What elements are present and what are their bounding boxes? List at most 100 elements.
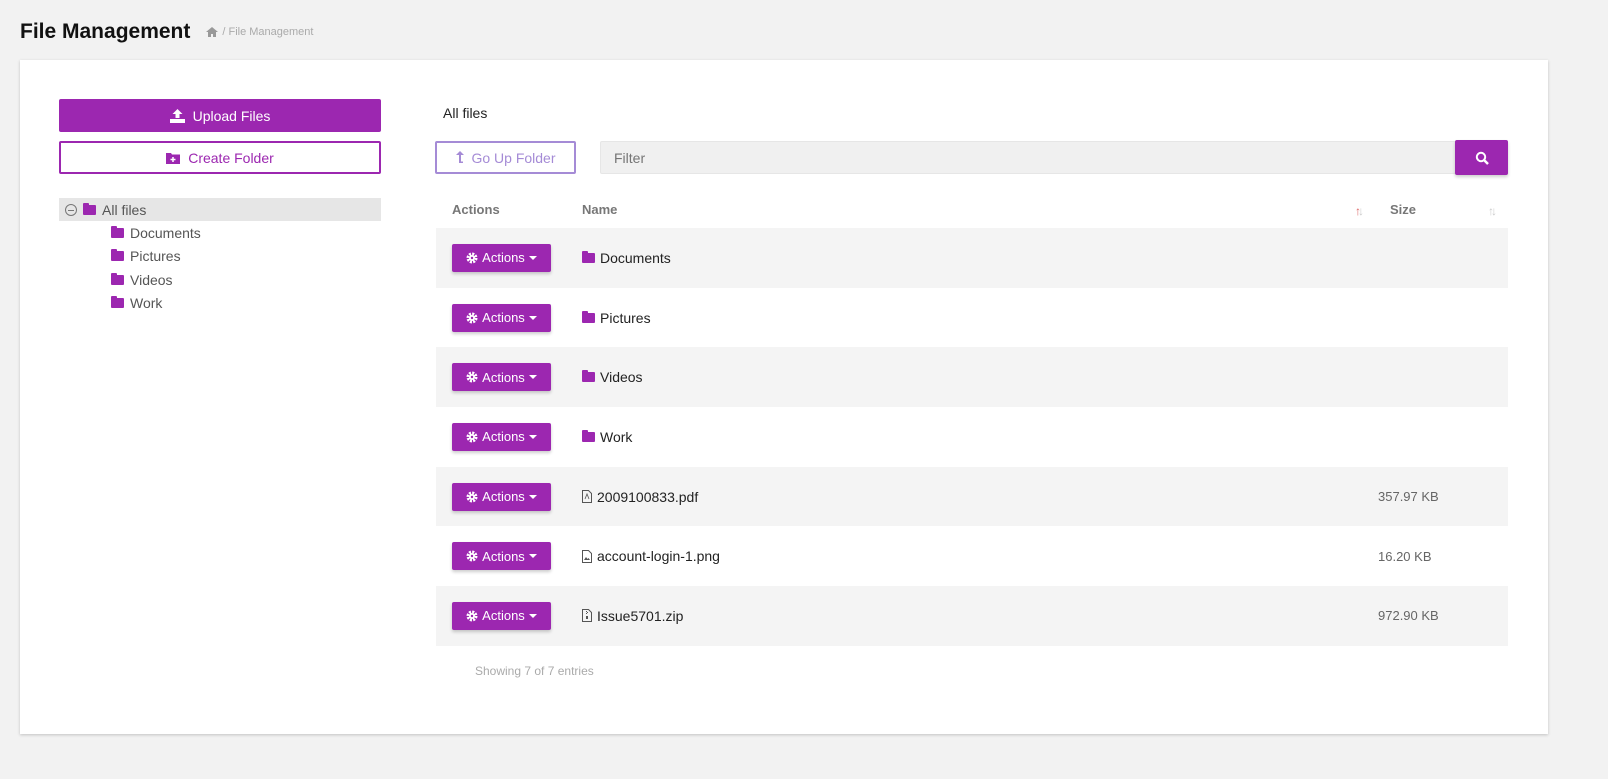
sort-size-icon[interactable]: ↑↓ bbox=[1488, 204, 1497, 218]
tree-label: Videos bbox=[130, 271, 173, 288]
table-row[interactable]: Actions Pictures bbox=[436, 288, 1508, 348]
folder-icon bbox=[111, 225, 124, 238]
file-name: Videos bbox=[600, 369, 643, 386]
upload-files-button[interactable]: Upload Files bbox=[59, 99, 381, 132]
actions-label: Actions bbox=[482, 429, 525, 445]
upload-icon bbox=[169, 108, 185, 123]
search-button[interactable] bbox=[1455, 140, 1508, 175]
file-name: Issue5701.zip bbox=[597, 607, 684, 624]
gear-icon bbox=[466, 610, 478, 622]
column-header-name[interactable]: Name bbox=[582, 202, 618, 217]
collapse-icon[interactable] bbox=[65, 203, 77, 216]
file-name-link[interactable]: account-login-1.png bbox=[582, 548, 720, 564]
tree-label: All files bbox=[102, 201, 147, 218]
file-name-link[interactable]: Videos bbox=[582, 369, 643, 385]
file-name: Documents bbox=[600, 249, 671, 266]
file-size: 16.20 KB bbox=[1378, 548, 1432, 564]
file-manager-card: Upload Files Create Folder All files Doc… bbox=[20, 60, 1548, 734]
caret-down-icon bbox=[528, 494, 537, 499]
table-row[interactable]: Actions Documents bbox=[436, 228, 1508, 288]
actions-label: Actions bbox=[482, 608, 525, 624]
folder-icon bbox=[111, 272, 124, 285]
actions-dropdown-button[interactable]: Actions bbox=[452, 601, 551, 630]
tree-item-all-files[interactable]: All files bbox=[59, 198, 381, 221]
actions-dropdown-button[interactable]: Actions bbox=[452, 482, 551, 511]
file-name-link[interactable]: Work bbox=[582, 429, 632, 445]
file-table: Actions Documents Actions Pictures Actio… bbox=[436, 228, 1508, 646]
folder-icon bbox=[582, 250, 595, 263]
caret-down-icon bbox=[528, 613, 537, 618]
folder-icon bbox=[582, 370, 595, 383]
page-title: File Management bbox=[20, 20, 191, 43]
file-size: 357.97 KB bbox=[1378, 489, 1439, 505]
folder-icon bbox=[111, 296, 124, 309]
actions-dropdown-button[interactable]: Actions bbox=[452, 363, 551, 392]
folder-tree: All files Documents Pictures Videos Work bbox=[59, 198, 381, 315]
caret-down-icon bbox=[528, 375, 537, 380]
home-icon[interactable] bbox=[206, 27, 219, 37]
file-name-link[interactable]: 2009100833.pdf bbox=[582, 489, 698, 505]
actions-dropdown-button[interactable]: Actions bbox=[452, 243, 551, 272]
upload-files-label: Upload Files bbox=[192, 107, 271, 124]
pdf-file-icon bbox=[582, 490, 592, 504]
tree-label: Documents bbox=[130, 224, 201, 241]
folder-icon bbox=[582, 310, 595, 323]
create-folder-button[interactable]: Create Folder bbox=[59, 141, 381, 174]
gear-icon bbox=[466, 312, 478, 324]
file-name: 2009100833.pdf bbox=[597, 488, 699, 505]
level-up-icon bbox=[456, 150, 465, 163]
gear-icon bbox=[466, 431, 478, 443]
actions-dropdown-button[interactable]: Actions bbox=[452, 303, 551, 332]
zip-file-icon bbox=[582, 609, 592, 623]
gear-icon bbox=[466, 371, 478, 383]
tree-item-documents[interactable]: Documents bbox=[59, 221, 381, 245]
tree-item-work[interactable]: Work bbox=[59, 292, 381, 316]
actions-dropdown-button[interactable]: Actions bbox=[452, 422, 551, 451]
caret-down-icon bbox=[528, 315, 537, 320]
create-folder-label: Create Folder bbox=[188, 149, 274, 166]
actions-label: Actions bbox=[482, 369, 525, 385]
actions-label: Actions bbox=[482, 489, 525, 505]
gear-icon bbox=[466, 252, 478, 264]
actions-label: Actions bbox=[482, 250, 525, 266]
folder-icon bbox=[83, 202, 96, 215]
folder-icon bbox=[582, 429, 595, 442]
tree-label: Pictures bbox=[130, 248, 181, 265]
file-name: Pictures bbox=[600, 309, 651, 326]
caret-down-icon bbox=[528, 434, 537, 439]
gear-icon bbox=[466, 550, 478, 562]
file-name: account-login-1.png bbox=[597, 548, 720, 565]
file-name-link[interactable]: Pictures bbox=[582, 310, 651, 326]
table-row[interactable]: Actions account-login-1.png 16.20 KB bbox=[436, 526, 1508, 586]
page-header: File Management / File Management bbox=[20, 20, 313, 44]
table-row[interactable]: Actions Issue5701.zip 972.90 KB bbox=[436, 586, 1508, 646]
current-folder-label: All files bbox=[443, 105, 488, 121]
table-row[interactable]: Actions Work bbox=[436, 407, 1508, 467]
breadcrumb: / File Management bbox=[206, 26, 313, 38]
table-row[interactable]: Actions 2009100833.pdf 357.97 KB bbox=[436, 466, 1508, 527]
file-name-link[interactable]: Documents bbox=[582, 250, 671, 266]
folder-icon bbox=[111, 249, 124, 262]
table-row[interactable]: Actions Videos bbox=[436, 347, 1508, 408]
caret-down-icon bbox=[528, 255, 537, 260]
gear-icon bbox=[466, 491, 478, 503]
caret-down-icon bbox=[528, 554, 537, 559]
actions-dropdown-button[interactable]: Actions bbox=[452, 542, 551, 571]
tree-label: Work bbox=[130, 295, 163, 312]
tree-item-pictures[interactable]: Pictures bbox=[59, 245, 381, 269]
tree-item-videos[interactable]: Videos bbox=[59, 268, 381, 292]
go-up-label: Go Up Folder bbox=[471, 149, 556, 166]
actions-label: Actions bbox=[482, 310, 525, 326]
go-up-folder-button[interactable]: Go Up Folder bbox=[435, 141, 576, 174]
file-name: Work bbox=[600, 428, 633, 445]
filter-input[interactable] bbox=[600, 141, 1456, 174]
file-name-link[interactable]: Issue5701.zip bbox=[582, 608, 683, 624]
column-header-size[interactable]: Size bbox=[1390, 202, 1417, 217]
file-size: 972.90 KB bbox=[1378, 608, 1439, 624]
search-icon bbox=[1475, 151, 1489, 165]
image-file-icon bbox=[582, 549, 592, 563]
folder-plus-icon bbox=[166, 152, 181, 164]
sort-name-icon[interactable]: ↑↓ bbox=[1355, 204, 1364, 218]
actions-label: Actions bbox=[482, 548, 525, 564]
column-header-actions: Actions bbox=[452, 202, 500, 217]
